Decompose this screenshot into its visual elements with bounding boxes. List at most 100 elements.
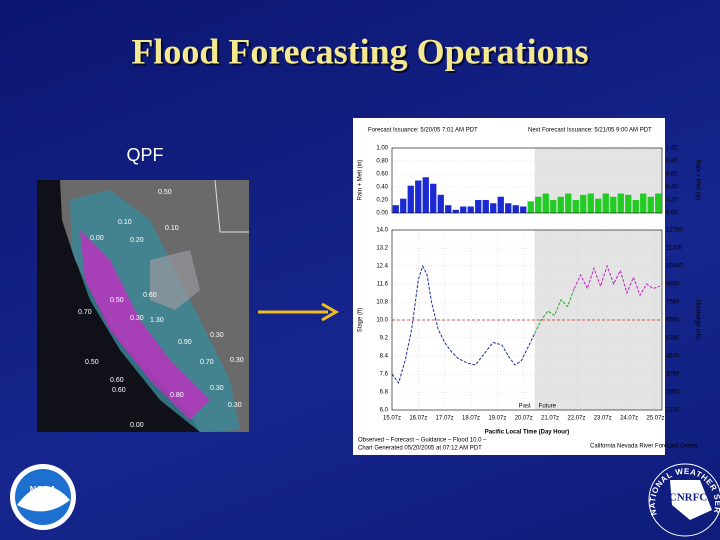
rain-bar <box>415 180 422 213</box>
x-tick-label: 18.07z <box>462 416 480 422</box>
cnrfc-text: CNRFC <box>669 492 708 504</box>
past-label: Past <box>519 404 531 410</box>
stage-line <box>573 264 660 297</box>
noaa-gull <box>17 486 70 512</box>
stage-tick-label: 9.2 <box>380 336 389 342</box>
rain-bar <box>392 205 399 213</box>
rain-bar <box>625 194 632 213</box>
future-label: Future <box>539 404 557 410</box>
map-label: 0.60 <box>112 387 126 394</box>
rain-bar <box>482 200 489 213</box>
credit: California Nevada River Forecast Center <box>590 444 698 450</box>
generated: Chart Generated 05/20/2005 at 07:12 AM P… <box>358 446 482 452</box>
stage-tick-label: 6.0 <box>380 408 389 414</box>
discharge-tick-label: 3760 <box>666 372 680 378</box>
discharge-axis-label: Discharge (cfs) <box>694 300 700 340</box>
map-label: 0.30 <box>130 315 144 322</box>
x-tick-label: 15.07z <box>383 416 401 422</box>
stage-line <box>391 264 536 385</box>
rain-bar <box>632 200 639 213</box>
rain-bar <box>475 200 482 213</box>
map-label: 0.90 <box>178 339 192 346</box>
map-label: 0.30 <box>230 357 244 364</box>
rain-bar <box>587 193 594 213</box>
discharge-tick-label: 7560 <box>666 300 680 306</box>
rain-bar <box>460 206 467 213</box>
rain-bar <box>497 196 504 213</box>
rain-tick-label: 0.80 <box>376 159 388 165</box>
rain-bar <box>610 196 617 213</box>
rain-bar <box>542 193 549 213</box>
rain-bar <box>400 198 407 213</box>
map-label: 0.30 <box>228 402 242 409</box>
x-tick-label: 17.07z <box>436 416 454 422</box>
x-tick-label: 19.07z <box>488 416 506 422</box>
map-label: 0.00 <box>130 422 144 429</box>
rain-bar <box>550 200 557 213</box>
rain-axis-label-right: Rain + Melt (in) <box>694 160 700 201</box>
rain-tick-label-right: 1.00 <box>666 146 678 152</box>
arrow-head <box>321 302 340 322</box>
stage-tick-label: 12.4 <box>376 264 388 270</box>
rain-bar <box>467 206 474 213</box>
rain-bar <box>490 203 497 213</box>
stage-line <box>534 288 575 334</box>
discharge-tick-label: 2220 <box>666 408 680 414</box>
stage-tick-label: 10.8 <box>376 300 388 306</box>
rain-bar <box>422 177 429 213</box>
stage-axis-label: Stage (ft) <box>358 308 364 333</box>
stage-tick-label: 7.6 <box>380 372 389 378</box>
stage-tick-label: 14.0 <box>376 228 388 234</box>
map-label: 0.30 <box>210 332 224 339</box>
x-tick-label: 16.07z <box>409 416 427 422</box>
rain-bar <box>640 193 647 213</box>
rain-tick-label: 1.00 <box>376 146 388 152</box>
stage-tick-label: 10.0 <box>376 318 388 324</box>
precip-area <box>70 190 240 432</box>
rain-bar <box>565 193 572 213</box>
rain-bar <box>505 203 512 213</box>
x-tick-label: 21.07z <box>541 416 559 422</box>
discharge-tick-label: 2950 <box>666 390 680 396</box>
x-tick-label: 22.07z <box>567 416 585 422</box>
rain-tick-label: 0.20 <box>376 198 388 204</box>
x-tick-label: 24.07z <box>620 416 638 422</box>
rain-bar <box>617 193 624 213</box>
title: Flood Forecasting Operations <box>131 31 588 71</box>
stage-tick-label: 11.6 <box>377 282 389 288</box>
noaa-text: NOAA <box>30 484 57 494</box>
map-label: 0.70 <box>78 309 92 316</box>
rain-bar <box>647 196 654 213</box>
stage-tick-label: 13.2 <box>376 246 388 252</box>
legend-text: Observed – Forecast – Guidance – Flood 1… <box>358 438 487 444</box>
rain-bar <box>602 193 609 213</box>
next-issuance: Next Forecast Issuance: 5/21/05 9:00 AM … <box>528 128 652 134</box>
rain-tick-label-right: 0.20 <box>666 198 678 204</box>
discharge-tick-label: 4570 <box>666 354 680 360</box>
issuance: Forecast Issuance: 5/20/05 7:01 AM PDT <box>368 128 478 134</box>
valley <box>150 250 200 310</box>
rain-tick-label-right: 0.80 <box>666 159 678 165</box>
map-label: 0.50 <box>85 359 99 366</box>
x-tick-label: 20.07z <box>515 416 533 422</box>
qpf-label: QPF <box>126 145 163 165</box>
rain-tick-label-right: 0.00 <box>666 211 678 217</box>
rain-tick-label: 0.40 <box>376 185 388 191</box>
map-label: 0.50 <box>110 297 124 304</box>
x-tick-label: 25.07z <box>646 416 664 422</box>
rain-bar <box>580 194 587 213</box>
stage-tick-label: 8.4 <box>380 354 389 360</box>
discharge-tick-label: 10040 <box>666 264 683 270</box>
state-line <box>214 179 249 233</box>
rain-bar <box>445 205 452 213</box>
heavy-precip <box>80 230 210 420</box>
map-label: 0.10 <box>165 225 179 232</box>
rain-tick-label: 0.60 <box>376 172 388 178</box>
rain-tick-label-right: 0.40 <box>666 185 678 191</box>
discharge-tick-label: 5280 <box>666 336 680 342</box>
map-label: 0.70 <box>200 359 214 366</box>
rain-bar <box>512 205 519 213</box>
map-label: 0.80 <box>170 392 184 399</box>
